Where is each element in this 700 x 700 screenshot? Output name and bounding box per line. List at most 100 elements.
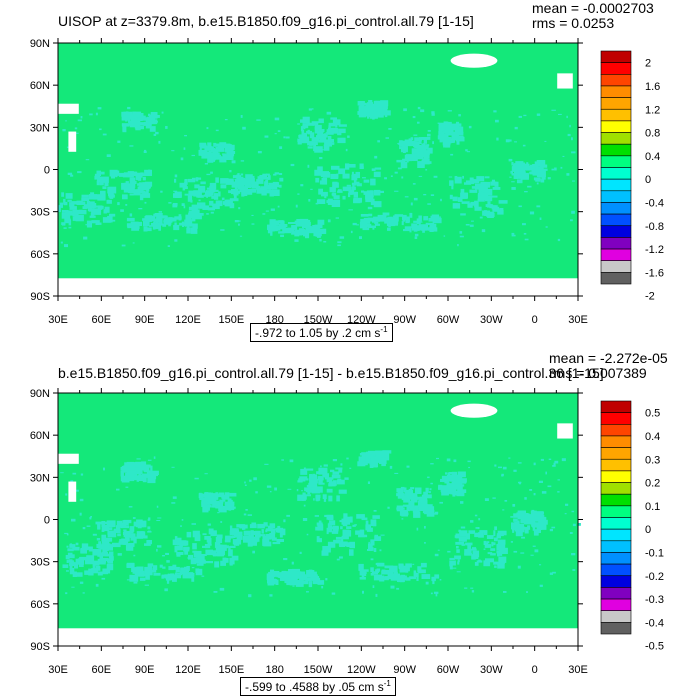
anomaly-cell xyxy=(247,514,252,516)
anomaly-cell xyxy=(370,458,376,465)
anomaly-cell xyxy=(207,523,211,526)
anomaly-cell xyxy=(338,128,346,134)
colorbar-box xyxy=(600,132,632,145)
anomaly-cell xyxy=(314,226,320,229)
anomaly-cell xyxy=(206,146,213,151)
units-exponent: -1 xyxy=(383,679,391,688)
anomaly-cell xyxy=(484,188,493,196)
anomaly-cell xyxy=(388,128,392,130)
anomaly-cell xyxy=(316,471,320,475)
anomaly-cell xyxy=(179,540,187,546)
anomaly-cell xyxy=(97,571,103,576)
anomaly-cell xyxy=(329,520,336,526)
anomaly-cell xyxy=(387,227,391,231)
anomaly-cell xyxy=(256,179,264,184)
anomaly-cell xyxy=(232,175,242,179)
anomaly-cell xyxy=(128,475,133,479)
anomaly-cell xyxy=(76,200,83,205)
anomaly-cell xyxy=(405,577,411,581)
anomaly-cell xyxy=(463,533,470,537)
anomaly-cell xyxy=(106,563,114,571)
anomaly-cell xyxy=(485,195,493,202)
missing-data-south xyxy=(58,628,578,646)
anomaly-cell xyxy=(335,536,343,540)
anomaly-cell xyxy=(136,566,144,572)
anomaly-cell xyxy=(143,117,149,121)
anomaly-cell xyxy=(174,178,177,183)
anomaly-cell xyxy=(476,560,483,563)
anomaly-cell xyxy=(552,465,556,467)
anomaly-cell xyxy=(205,151,209,157)
anomaly-cell xyxy=(248,175,251,182)
anomaly-cell xyxy=(168,566,174,571)
anomaly-cell xyxy=(251,223,255,225)
anomaly-cell xyxy=(98,222,102,225)
anomaly-cell xyxy=(252,550,255,554)
colorbar-box xyxy=(600,587,632,600)
anomaly-cell xyxy=(423,152,429,159)
anomaly-cell xyxy=(269,523,276,529)
anomaly-cell xyxy=(129,123,139,128)
anomaly-cell xyxy=(418,215,422,222)
anomaly-cell xyxy=(92,533,97,536)
anomaly-cell xyxy=(527,185,532,188)
anomaly-cell xyxy=(317,228,327,234)
anomaly-cell xyxy=(135,570,142,575)
anomaly-cell xyxy=(213,550,217,557)
anomaly-cell xyxy=(90,212,95,216)
anomaly-cell xyxy=(315,576,319,579)
anomaly-cell xyxy=(468,530,476,534)
anomaly-cell xyxy=(430,194,435,196)
anomaly-cell xyxy=(229,545,236,548)
stat-rms: rms = 0.0253 xyxy=(532,15,615,31)
anomaly-cell xyxy=(328,122,337,127)
anomaly-cell xyxy=(317,235,321,238)
anomaly-cell xyxy=(406,465,410,468)
anomaly-cell xyxy=(409,140,415,145)
anomaly-cell xyxy=(153,133,157,136)
anomaly-cell xyxy=(448,176,453,178)
anomaly-cell xyxy=(285,136,290,139)
anomaly-cell xyxy=(236,524,245,528)
anomaly-cell xyxy=(173,574,182,579)
anomaly-cell xyxy=(158,225,161,231)
anomaly-cell xyxy=(314,169,322,176)
anomaly-cell xyxy=(97,558,106,565)
anomaly-cell xyxy=(219,587,225,591)
anomaly-cell xyxy=(139,122,149,126)
anomaly-cell xyxy=(291,231,297,235)
anomaly-cell xyxy=(370,567,374,572)
anomaly-cell xyxy=(207,499,210,504)
anomaly-cell xyxy=(75,489,79,492)
anomaly-cell xyxy=(314,234,316,236)
anomaly-cell xyxy=(320,119,324,123)
anomaly-cell xyxy=(181,567,184,570)
anomaly-cell xyxy=(249,479,252,482)
anomaly-cell xyxy=(525,514,534,522)
anomaly-cell xyxy=(459,530,468,537)
anomaly-cell xyxy=(190,199,193,203)
anomaly-cell xyxy=(338,124,347,127)
x-tick-label: 30E xyxy=(48,664,68,676)
anomaly-cell xyxy=(460,501,464,504)
anomaly-cell xyxy=(351,182,357,186)
colorbar-label: -0.8 xyxy=(645,221,664,233)
anomaly-cell xyxy=(381,569,386,572)
anomaly-cell xyxy=(427,476,430,479)
anomaly-cell xyxy=(449,557,455,560)
anomaly-cell xyxy=(545,471,547,475)
anomaly-cell xyxy=(470,520,474,523)
anomaly-cell xyxy=(91,220,100,224)
anomaly-cell xyxy=(337,241,342,244)
colorbar-box xyxy=(600,470,632,483)
anomaly-cell xyxy=(330,469,335,473)
anomaly-cell xyxy=(242,126,246,130)
anomaly-cell xyxy=(478,532,484,538)
anomaly-cell xyxy=(417,566,422,573)
anomaly-cell xyxy=(219,156,227,163)
anomaly-cell xyxy=(445,472,448,475)
anomaly-cell xyxy=(60,472,64,474)
anomaly-cell xyxy=(279,177,284,182)
anomaly-cell xyxy=(367,223,372,227)
anomaly-cell xyxy=(63,201,68,206)
